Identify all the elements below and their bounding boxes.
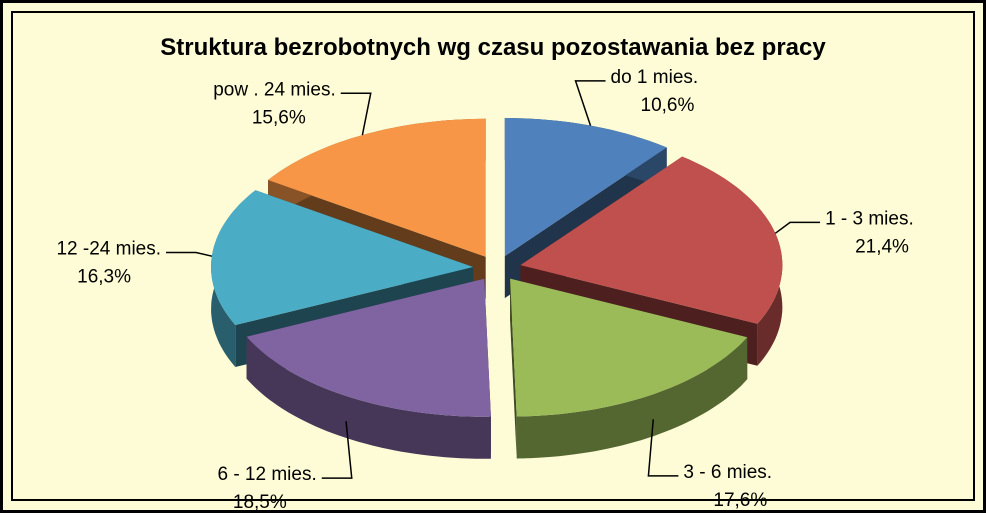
data-label-value: 21,4%: [855, 236, 909, 257]
data-label-value: 15,6%: [252, 107, 306, 128]
data-label-value: 18,5%: [233, 492, 287, 513]
leader-line: [774, 221, 821, 234]
slice: [211, 190, 474, 325]
leader-line: [166, 251, 213, 257]
data-label-category: 12 -24 mies.: [56, 238, 161, 259]
chart-title: Struktura bezrobotnych wg czasu pozostaw…: [160, 34, 826, 61]
slice: [268, 118, 486, 257]
data-label-value: 10,6%: [641, 95, 695, 116]
slice-side: [246, 336, 491, 459]
slice: [504, 118, 667, 257]
data-label-category: 1 - 3 mies.: [825, 208, 914, 229]
data-label-value: 16,3%: [77, 266, 131, 287]
data-label-value: 17,6%: [713, 490, 767, 511]
data-label-category: 6 - 12 mies.: [217, 464, 316, 485]
slice: [246, 278, 491, 417]
data-label-category: do 1 mies.: [611, 67, 699, 88]
leader-line: [321, 421, 353, 479]
leader-line: [340, 92, 372, 136]
leader-line: [647, 419, 679, 477]
slice-side: [516, 337, 748, 459]
slice: [510, 278, 748, 417]
leader-line: [574, 80, 606, 126]
plot-frame: [11, 11, 975, 501]
slice: [520, 156, 783, 324]
data-label-category: 3 - 6 mies.: [683, 462, 772, 483]
data-label-category: pow . 24 mies.: [213, 79, 336, 100]
slice-side: [510, 278, 517, 459]
